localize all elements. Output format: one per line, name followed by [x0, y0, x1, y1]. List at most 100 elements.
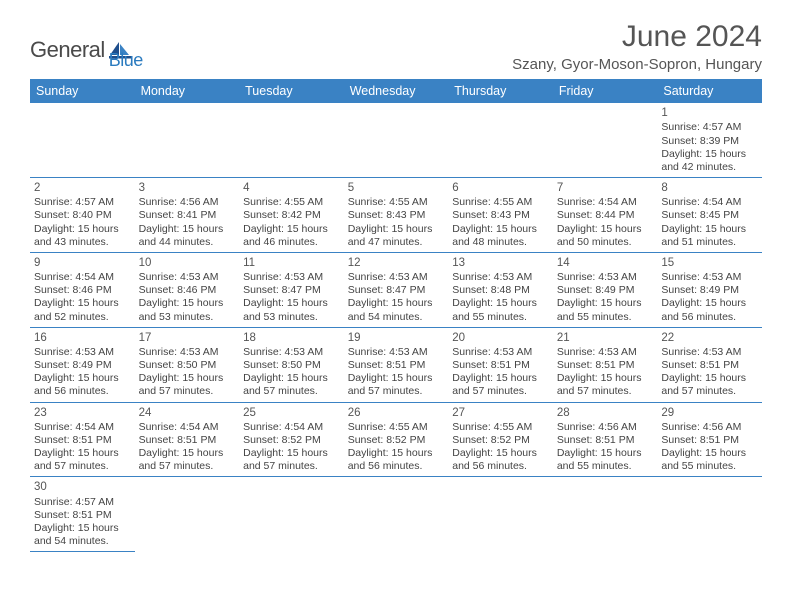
sunset-text: Sunset: 8:52 PM — [348, 434, 445, 447]
calendar-week-row: 9Sunrise: 4:54 AMSunset: 8:46 PMDaylight… — [30, 252, 762, 327]
sunrise-text: Sunrise: 4:54 AM — [34, 271, 131, 284]
day-number: 24 — [139, 406, 236, 420]
daylight-text: and 57 minutes. — [661, 385, 758, 398]
day-number: 28 — [557, 406, 654, 420]
day-number: 8 — [661, 181, 758, 195]
daylight-text: Daylight: 15 hours — [34, 223, 131, 236]
daylight-text: Daylight: 15 hours — [243, 223, 340, 236]
calendar-day-cell: 10Sunrise: 4:53 AMSunset: 8:46 PMDayligh… — [135, 252, 240, 327]
calendar-day-cell: 17Sunrise: 4:53 AMSunset: 8:50 PMDayligh… — [135, 327, 240, 402]
sunset-text: Sunset: 8:45 PM — [661, 209, 758, 222]
sunrise-text: Sunrise: 4:53 AM — [452, 346, 549, 359]
day-number: 22 — [661, 331, 758, 345]
calendar-day-cell: 16Sunrise: 4:53 AMSunset: 8:49 PMDayligh… — [30, 327, 135, 402]
sunset-text: Sunset: 8:49 PM — [557, 284, 654, 297]
calendar-day-cell: 9Sunrise: 4:54 AMSunset: 8:46 PMDaylight… — [30, 252, 135, 327]
sunset-text: Sunset: 8:41 PM — [139, 209, 236, 222]
sunrise-text: Sunrise: 4:55 AM — [452, 196, 549, 209]
daylight-text: and 54 minutes. — [34, 535, 131, 548]
calendar-day-cell: 1Sunrise: 4:57 AMSunset: 8:39 PMDaylight… — [657, 103, 762, 177]
daylight-text: and 51 minutes. — [661, 236, 758, 249]
brand-blue: Blue — [109, 50, 143, 70]
daylight-text: and 56 minutes. — [348, 460, 445, 473]
day-number: 20 — [452, 331, 549, 345]
calendar-day-cell — [553, 103, 658, 177]
sunset-text: Sunset: 8:51 PM — [661, 359, 758, 372]
calendar-day-cell: 29Sunrise: 4:56 AMSunset: 8:51 PMDayligh… — [657, 402, 762, 477]
weekday-header: Wednesday — [344, 79, 449, 103]
weekday-header: Sunday — [30, 79, 135, 103]
daylight-text: Daylight: 15 hours — [557, 372, 654, 385]
daylight-text: Daylight: 15 hours — [452, 447, 549, 460]
sunrise-text: Sunrise: 4:54 AM — [661, 196, 758, 209]
calendar-day-cell — [448, 477, 553, 552]
sunset-text: Sunset: 8:52 PM — [243, 434, 340, 447]
weekday-header: Friday — [553, 79, 658, 103]
sunrise-text: Sunrise: 4:53 AM — [661, 271, 758, 284]
sunset-text: Sunset: 8:42 PM — [243, 209, 340, 222]
calendar-day-cell: 2Sunrise: 4:57 AMSunset: 8:40 PMDaylight… — [30, 177, 135, 252]
sunrise-text: Sunrise: 4:55 AM — [348, 196, 445, 209]
calendar-day-cell: 28Sunrise: 4:56 AMSunset: 8:51 PMDayligh… — [553, 402, 658, 477]
day-number: 29 — [661, 406, 758, 420]
daylight-text: Daylight: 15 hours — [139, 223, 236, 236]
calendar-day-cell: 8Sunrise: 4:54 AMSunset: 8:45 PMDaylight… — [657, 177, 762, 252]
location-text: Szany, Gyor-Moson-Sopron, Hungary — [512, 56, 762, 73]
sunrise-text: Sunrise: 4:57 AM — [34, 496, 131, 509]
sunrise-text: Sunrise: 4:54 AM — [139, 421, 236, 434]
calendar-day-cell: 11Sunrise: 4:53 AMSunset: 8:47 PMDayligh… — [239, 252, 344, 327]
sunset-text: Sunset: 8:43 PM — [348, 209, 445, 222]
calendar-day-cell: 7Sunrise: 4:54 AMSunset: 8:44 PMDaylight… — [553, 177, 658, 252]
daylight-text: and 54 minutes. — [348, 311, 445, 324]
sunrise-text: Sunrise: 4:55 AM — [348, 421, 445, 434]
day-number: 9 — [34, 256, 131, 270]
daylight-text: Daylight: 15 hours — [452, 223, 549, 236]
calendar-day-cell — [657, 477, 762, 552]
sunset-text: Sunset: 8:51 PM — [452, 359, 549, 372]
calendar-body: 1Sunrise: 4:57 AMSunset: 8:39 PMDaylight… — [30, 103, 762, 552]
sunrise-text: Sunrise: 4:53 AM — [557, 346, 654, 359]
sunrise-text: Sunrise: 4:56 AM — [139, 196, 236, 209]
calendar-week-row: 23Sunrise: 4:54 AMSunset: 8:51 PMDayligh… — [30, 402, 762, 477]
brand-general: General — [30, 37, 105, 63]
daylight-text: and 47 minutes. — [348, 236, 445, 249]
daylight-text: and 48 minutes. — [452, 236, 549, 249]
calendar-day-cell: 26Sunrise: 4:55 AMSunset: 8:52 PMDayligh… — [344, 402, 449, 477]
calendar-page: General Blue June 2024 Szany, Gyor-Moson… — [0, 0, 792, 572]
day-number: 16 — [34, 331, 131, 345]
sunset-text: Sunset: 8:50 PM — [139, 359, 236, 372]
sunrise-text: Sunrise: 4:53 AM — [348, 346, 445, 359]
calendar-day-cell — [135, 103, 240, 177]
daylight-text: Daylight: 15 hours — [243, 447, 340, 460]
sunrise-text: Sunrise: 4:57 AM — [34, 196, 131, 209]
day-number: 12 — [348, 256, 445, 270]
day-number: 7 — [557, 181, 654, 195]
daylight-text: Daylight: 15 hours — [348, 447, 445, 460]
daylight-text: Daylight: 15 hours — [557, 297, 654, 310]
day-number: 1 — [661, 106, 758, 120]
day-number: 18 — [243, 331, 340, 345]
daylight-text: Daylight: 15 hours — [557, 447, 654, 460]
calendar-day-cell: 18Sunrise: 4:53 AMSunset: 8:50 PMDayligh… — [239, 327, 344, 402]
daylight-text: and 55 minutes. — [452, 311, 549, 324]
calendar-day-cell: 4Sunrise: 4:55 AMSunset: 8:42 PMDaylight… — [239, 177, 344, 252]
day-number: 23 — [34, 406, 131, 420]
day-number: 27 — [452, 406, 549, 420]
day-number: 30 — [34, 480, 131, 494]
day-number: 26 — [348, 406, 445, 420]
daylight-text: Daylight: 15 hours — [661, 297, 758, 310]
daylight-text: and 42 minutes. — [661, 161, 758, 174]
sunrise-text: Sunrise: 4:55 AM — [452, 421, 549, 434]
day-number: 19 — [348, 331, 445, 345]
calendar-week-row: 30Sunrise: 4:57 AMSunset: 8:51 PMDayligh… — [30, 477, 762, 552]
sunrise-text: Sunrise: 4:54 AM — [243, 421, 340, 434]
daylight-text: Daylight: 15 hours — [661, 148, 758, 161]
sunrise-text: Sunrise: 4:53 AM — [452, 271, 549, 284]
sunset-text: Sunset: 8:51 PM — [348, 359, 445, 372]
brand-logo: General Blue — [30, 20, 143, 71]
sunset-text: Sunset: 8:47 PM — [348, 284, 445, 297]
day-number: 25 — [243, 406, 340, 420]
weekday-header: Saturday — [657, 79, 762, 103]
daylight-text: and 52 minutes. — [34, 311, 131, 324]
calendar-day-cell: 6Sunrise: 4:55 AMSunset: 8:43 PMDaylight… — [448, 177, 553, 252]
